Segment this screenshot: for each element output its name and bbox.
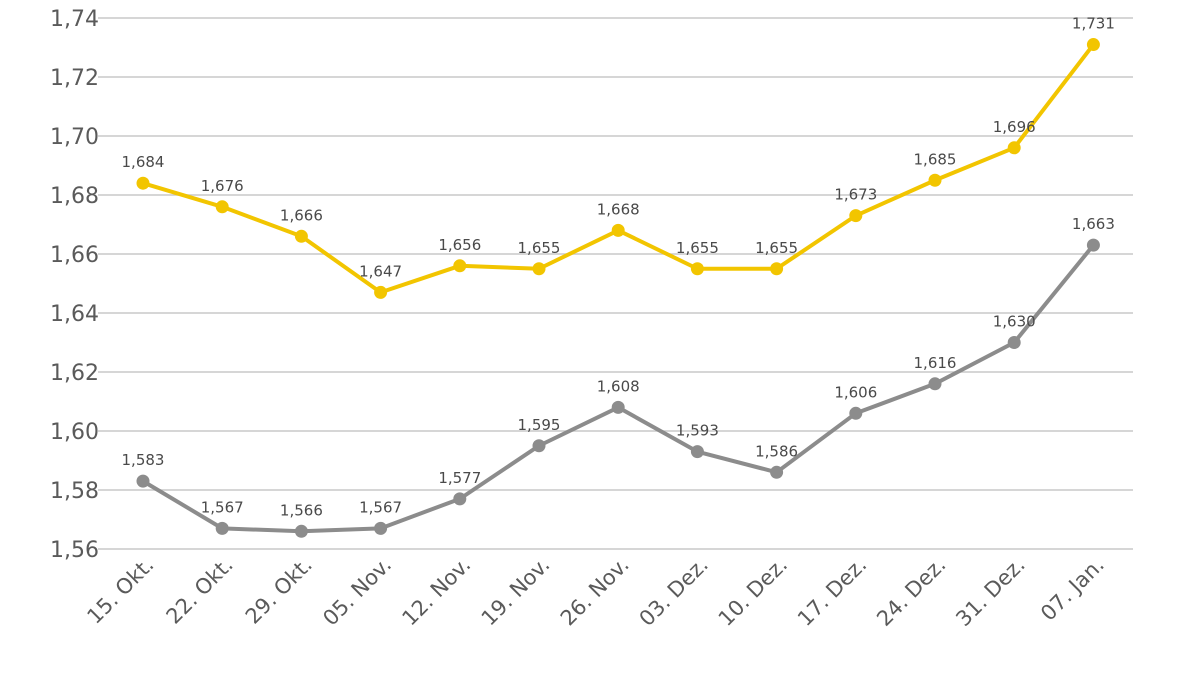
x-tick-label: 31. Dez. <box>951 553 1029 631</box>
series-yellow-data-label: 1,731 <box>1072 15 1115 33</box>
series-gray-point <box>770 465 784 479</box>
series-yellow-point <box>294 229 308 243</box>
series-yellow-data-label: 1,655 <box>755 239 798 257</box>
y-tick-label: 1,68 <box>50 184 99 209</box>
y-tick-label: 1,70 <box>50 125 99 150</box>
series-yellow-data-label: 1,666 <box>280 206 323 224</box>
x-axis-ticks: 15. Okt. 22. Okt. 29. Okt. 05. Nov. 12. Nov.… <box>82 553 1109 631</box>
y-tick-label: 1,56 <box>50 538 99 563</box>
series-yellow-data-label: 1,684 <box>122 153 165 171</box>
series-yellow-data-label: 1,673 <box>834 186 877 204</box>
x-tick-label: 05. Nov. <box>318 553 396 631</box>
series-gray-point <box>532 439 546 453</box>
x-tick-label: 10. Dez. <box>714 553 792 631</box>
y-tick-label: 1,66 <box>50 243 99 268</box>
series-gray-data-label: 1,606 <box>834 383 877 401</box>
series-yellow-data-label: 1,647 <box>359 262 402 280</box>
series-yellow-line <box>141 42 1096 295</box>
series-yellow-data-label: 1,685 <box>914 150 957 168</box>
series-gray-point <box>136 474 150 488</box>
series-gray-point <box>1007 336 1021 349</box>
series-yellow-data-label: 1,655 <box>518 239 561 257</box>
series-yellow-data-label: 1,696 <box>993 118 1036 136</box>
series-yellow-point <box>532 262 546 276</box>
series-yellow-point <box>453 259 467 273</box>
series-gray-point <box>1086 238 1100 252</box>
series-gray-data-label: 1,577 <box>438 469 481 487</box>
y-tick-label: 1,58 <box>50 479 99 504</box>
series-yellow-data-label: 1,668 <box>597 200 640 218</box>
gridlines <box>98 17 1133 550</box>
series-gray-point <box>294 524 308 538</box>
y-tick-label: 1,72 <box>50 66 99 91</box>
series-yellow-point <box>136 176 150 190</box>
x-tick-label: 19. Nov. <box>477 553 555 631</box>
series-gray-data-label: 1,567 <box>359 498 402 516</box>
x-tick-label: 24. Dez. <box>872 553 950 631</box>
series-gray-point <box>690 445 704 459</box>
series-yellow-data-label: 1,655 <box>676 239 719 257</box>
series-yellow-point <box>374 285 388 299</box>
series-gray-point <box>374 521 388 535</box>
series-gray-point <box>215 521 229 535</box>
series-yellow-point <box>849 209 863 223</box>
series-yellow-point <box>1007 141 1021 155</box>
series-yellow-point <box>1086 38 1100 52</box>
y-tick-label: 1,60 <box>50 420 99 445</box>
series-gray-data-label: 1,586 <box>755 442 798 460</box>
series-gray-point <box>453 492 467 506</box>
series-yellow-point <box>611 223 625 237</box>
y-tick-label: 1,62 <box>50 361 99 386</box>
series-gray-point <box>849 406 863 420</box>
series-gray-data-label: 1,567 <box>201 498 244 516</box>
series-gray-data-label: 1,583 <box>122 451 165 469</box>
x-tick-label: 29. Okt. <box>241 553 317 629</box>
y-tick-label: 1,74 <box>50 7 99 32</box>
y-axis-ticks: 1,56 1,58 1,60 1,62 1,64 1,66 1,68 1,70 1,72 1,74 <box>50 7 99 563</box>
data-labels: 1,684 1,676 1,666 1,647 1,656 1,655 1,668 1,655… <box>122 15 1115 520</box>
x-tick-label: 15. Okt. <box>82 553 158 629</box>
series-gray-data-label: 1,566 <box>280 501 323 519</box>
series-yellow-data-label: 1,676 <box>201 177 244 195</box>
x-tick-label: 03. Dez. <box>635 553 713 631</box>
series-gray-data-label: 1,663 <box>1072 215 1115 233</box>
series-gray-point <box>611 400 625 414</box>
series-gray-point <box>928 377 942 391</box>
series-yellow-point <box>770 262 784 276</box>
x-tick-label: 22. Okt. <box>162 553 238 629</box>
series <box>136 38 1100 538</box>
series-gray-data-label: 1,608 <box>597 377 640 395</box>
series-gray-data-label: 1,616 <box>914 354 957 372</box>
series-gray-data-label: 1,593 <box>676 422 719 440</box>
x-tick-label: 07. Jan. <box>1036 553 1109 626</box>
series-yellow-point <box>215 200 229 214</box>
x-tick-label: 17. Dez. <box>793 553 871 631</box>
y-tick-label: 1,64 <box>50 302 99 327</box>
x-tick-label: 26. Nov. <box>556 553 634 631</box>
series-yellow-point <box>928 173 942 187</box>
series-gray-data-label: 1,595 <box>518 416 561 434</box>
x-tick-label: 12. Nov. <box>397 553 475 631</box>
series-yellow-data-label: 1,656 <box>438 236 481 254</box>
series-gray-data-label: 1,630 <box>993 313 1036 331</box>
series-yellow-point <box>690 262 704 276</box>
